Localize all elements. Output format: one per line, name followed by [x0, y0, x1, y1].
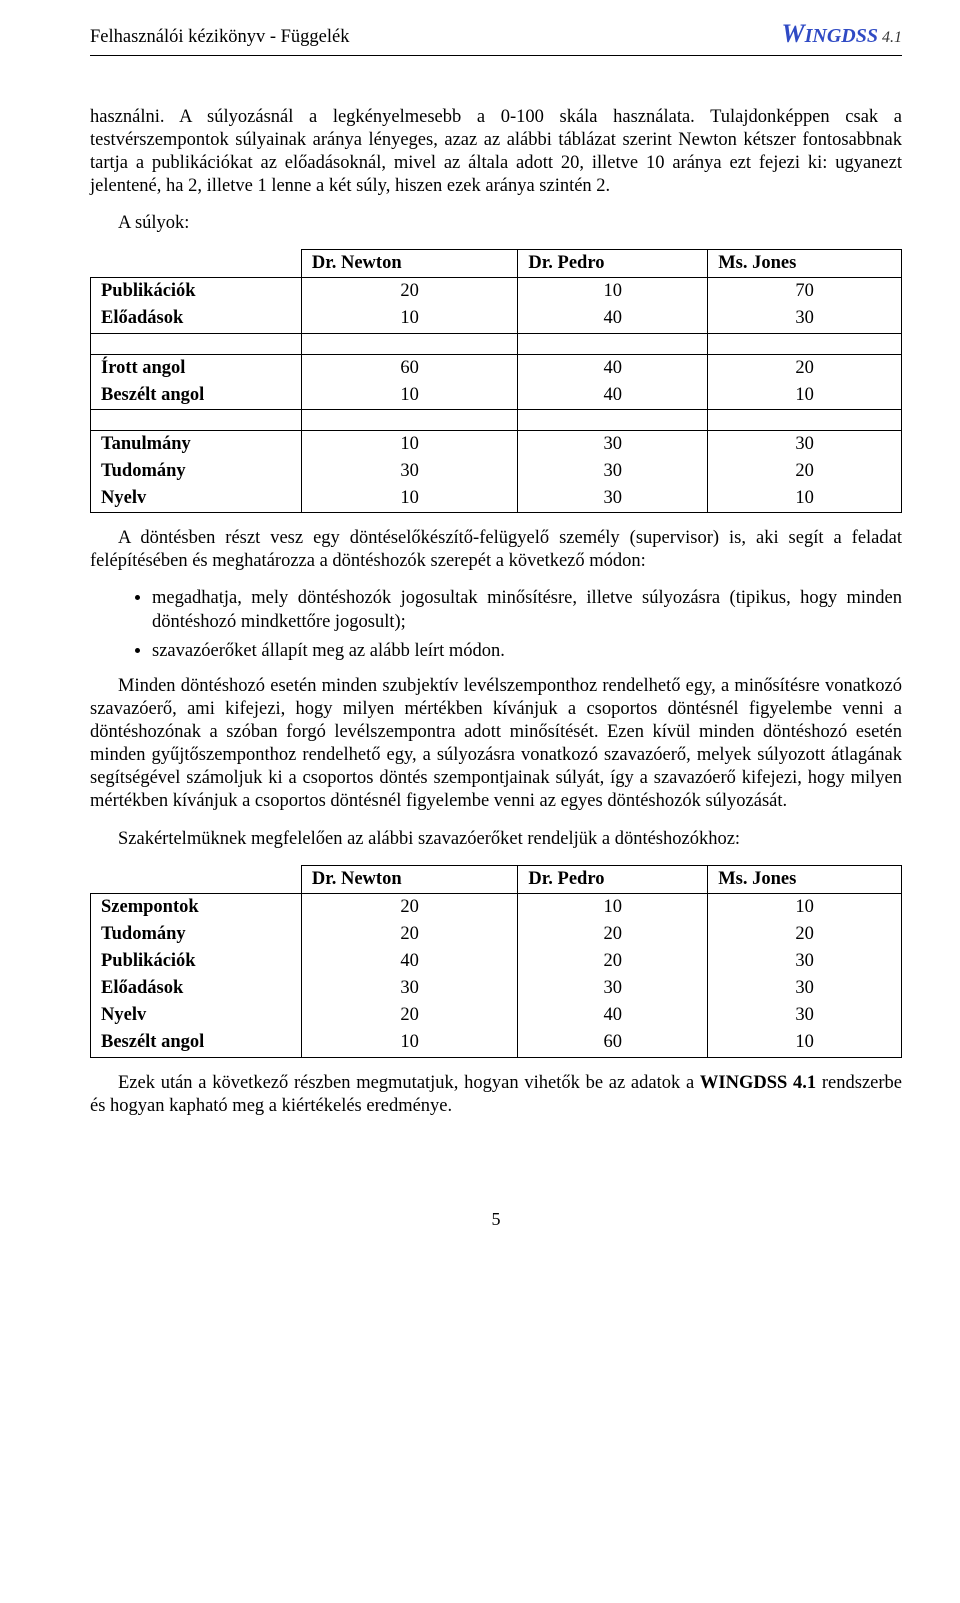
cell: 20: [301, 893, 518, 921]
cell: 40: [518, 305, 708, 333]
cell: 30: [708, 430, 902, 458]
cell: 60: [301, 354, 518, 382]
row-label: Tanulmány: [91, 430, 302, 458]
col-header: Ms. Jones: [708, 250, 902, 278]
row-label: Előadások: [91, 975, 302, 1002]
table-row: Nyelv 20 40 30: [91, 1002, 902, 1029]
row-label: Előadások: [91, 305, 302, 333]
cell: 10: [708, 485, 902, 513]
cell: 30: [301, 975, 518, 1002]
table-row: Tanulmány 10 30 30: [91, 430, 902, 458]
document-page: Felhasználói kézikönyv - Függelék WINGDS…: [0, 0, 960, 1290]
table-header-row: Dr. Newton Dr. Pedro Ms. Jones: [91, 250, 902, 278]
row-label: Szempontok: [91, 893, 302, 921]
para5-a: Ezek után a következő részben megmutatju…: [118, 1073, 700, 1093]
paragraph-sulyok: A súlyok:: [90, 212, 902, 235]
cell: 30: [301, 458, 518, 485]
cell: 30: [518, 430, 708, 458]
cell: 20: [518, 921, 708, 948]
col-header: Dr. Newton: [301, 865, 518, 893]
cell: 30: [518, 458, 708, 485]
cell: 10: [708, 893, 902, 921]
cell: 20: [708, 354, 902, 382]
logo-letter: W: [782, 19, 805, 48]
cell: 20: [708, 921, 902, 948]
col-header: Dr. Pedro: [518, 865, 708, 893]
table-header-row: Dr. Newton Dr. Pedro Ms. Jones: [91, 865, 902, 893]
row-label: Publikációk: [91, 948, 302, 975]
cell: 10: [708, 382, 902, 410]
cell: 30: [518, 485, 708, 513]
bullet-list: megadhatja, mely döntéshozók jogosultak …: [90, 587, 902, 662]
list-item: megadhatja, mely döntéshozók jogosultak …: [152, 587, 902, 633]
table-row: Előadások 10 40 30: [91, 305, 902, 333]
cell: 10: [301, 430, 518, 458]
logo: WINGDSS4.1: [782, 18, 902, 51]
cell: 20: [708, 458, 902, 485]
row-label: Tudomány: [91, 458, 302, 485]
table-row: Tudomány 30 30 20: [91, 458, 902, 485]
row-label: Nyelv: [91, 1002, 302, 1029]
voting-power-table: Dr. Newton Dr. Pedro Ms. Jones Szemponto…: [90, 865, 902, 1058]
page-header: Felhasználói kézikönyv - Függelék WINGDS…: [90, 18, 902, 51]
cell: 30: [708, 1002, 902, 1029]
cell: 10: [301, 382, 518, 410]
table-row: Publikációk 40 20 30: [91, 948, 902, 975]
cell: 40: [518, 354, 708, 382]
cell: 70: [708, 278, 902, 306]
cell: 40: [518, 1002, 708, 1029]
cell: 40: [518, 382, 708, 410]
table-row: Előadások 30 30 30: [91, 975, 902, 1002]
list-item: szavazóerőket állapít meg az alább leírt…: [152, 640, 902, 663]
cell: 20: [301, 278, 518, 306]
cell: 20: [301, 921, 518, 948]
paragraph-3: Minden döntéshozó esetén minden szubjekt…: [90, 675, 902, 814]
header-underline: [90, 55, 902, 56]
table-row: Nyelv 10 30 10: [91, 485, 902, 513]
row-label: Beszélt angol: [91, 382, 302, 410]
header-title: Felhasználói kézikönyv - Függelék: [90, 26, 349, 49]
cell: 10: [301, 485, 518, 513]
paragraph-1: használni. A súlyozásnál a legkényelmese…: [90, 106, 902, 199]
cell: 60: [518, 1029, 708, 1057]
cell: 40: [301, 948, 518, 975]
cell: 30: [518, 975, 708, 1002]
paragraph-2: A döntésben részt vesz egy döntéselőkész…: [90, 527, 902, 573]
cell: 10: [301, 305, 518, 333]
table-row: Publikációk 20 10 70: [91, 278, 902, 306]
table-row: Beszélt angol 10 40 10: [91, 382, 902, 410]
col-header: Dr. Pedro: [518, 250, 708, 278]
table-gap-row: [91, 333, 902, 354]
paragraph-5: Ezek után a következő részben megmutatju…: [90, 1072, 902, 1118]
cell: 10: [708, 1029, 902, 1057]
paragraph-4: Szakértelmüknek megfelelően az alábbi sz…: [90, 828, 902, 851]
table-row: Szempontok 20 10 10: [91, 893, 902, 921]
row-label: Nyelv: [91, 485, 302, 513]
cell: 30: [708, 948, 902, 975]
cell: 30: [708, 305, 902, 333]
cell: 20: [518, 948, 708, 975]
col-header: Ms. Jones: [708, 865, 902, 893]
page-number: 5: [90, 1208, 902, 1231]
logo-version: 4.1: [882, 29, 902, 46]
row-label: Tudomány: [91, 921, 302, 948]
table-row: Írott angol 60 40 20: [91, 354, 902, 382]
cell: 10: [518, 893, 708, 921]
table-row: Beszélt angol 10 60 10: [91, 1029, 902, 1057]
row-label: Írott angol: [91, 354, 302, 382]
table-row: Tudomány 20 20 20: [91, 921, 902, 948]
col-header: Dr. Newton: [301, 250, 518, 278]
row-label: Beszélt angol: [91, 1029, 302, 1057]
cell: 10: [301, 1029, 518, 1057]
row-label: Publikációk: [91, 278, 302, 306]
weights-table: Dr. Newton Dr. Pedro Ms. Jones Publikáci…: [90, 249, 902, 513]
cell: 30: [708, 975, 902, 1002]
cell: 20: [301, 1002, 518, 1029]
logo-main: INGDSS: [805, 25, 878, 47]
para5-bold: WINGDSS 4.1: [700, 1073, 816, 1093]
table-gap-row: [91, 409, 902, 430]
cell: 10: [518, 278, 708, 306]
